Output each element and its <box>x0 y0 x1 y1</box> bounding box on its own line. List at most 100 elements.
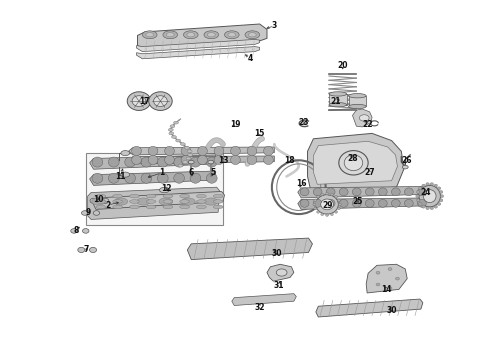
Polygon shape <box>137 46 260 59</box>
Ellipse shape <box>417 199 426 207</box>
Text: 4: 4 <box>247 54 252 63</box>
Ellipse shape <box>404 188 413 196</box>
Ellipse shape <box>248 33 256 37</box>
Text: 15: 15 <box>254 129 265 138</box>
Ellipse shape <box>180 194 190 198</box>
Ellipse shape <box>214 155 224 165</box>
Ellipse shape <box>129 200 139 203</box>
Ellipse shape <box>264 155 273 165</box>
Polygon shape <box>137 40 260 51</box>
Ellipse shape <box>157 173 168 183</box>
Polygon shape <box>316 299 423 317</box>
Ellipse shape <box>326 199 335 207</box>
Ellipse shape <box>146 194 156 198</box>
Ellipse shape <box>129 205 139 209</box>
Ellipse shape <box>108 157 119 167</box>
Ellipse shape <box>352 188 361 196</box>
Ellipse shape <box>313 199 322 207</box>
Ellipse shape <box>188 160 194 164</box>
Text: 19: 19 <box>230 120 241 129</box>
Text: 11: 11 <box>115 172 125 181</box>
Ellipse shape <box>339 199 348 207</box>
Ellipse shape <box>159 198 172 205</box>
Ellipse shape <box>337 207 340 210</box>
Ellipse shape <box>181 146 191 156</box>
Ellipse shape <box>206 173 217 183</box>
Ellipse shape <box>71 229 77 233</box>
Ellipse shape <box>141 157 152 167</box>
Polygon shape <box>90 171 216 185</box>
Ellipse shape <box>190 173 201 183</box>
Ellipse shape <box>438 187 441 190</box>
Ellipse shape <box>423 190 436 203</box>
Ellipse shape <box>207 33 215 37</box>
Ellipse shape <box>335 211 338 213</box>
Text: 18: 18 <box>284 156 294 165</box>
Ellipse shape <box>188 153 193 156</box>
Ellipse shape <box>337 199 340 202</box>
Ellipse shape <box>169 132 174 135</box>
Ellipse shape <box>326 192 329 195</box>
Ellipse shape <box>90 198 97 203</box>
Text: 5: 5 <box>211 168 216 177</box>
Text: 22: 22 <box>362 120 372 129</box>
Ellipse shape <box>125 173 135 183</box>
Ellipse shape <box>170 125 175 128</box>
Ellipse shape <box>314 207 317 210</box>
Ellipse shape <box>92 173 103 183</box>
Ellipse shape <box>132 146 142 156</box>
Ellipse shape <box>276 269 287 276</box>
Text: 7: 7 <box>83 246 89 255</box>
Ellipse shape <box>359 115 369 121</box>
Ellipse shape <box>208 160 214 164</box>
Ellipse shape <box>231 155 241 165</box>
Ellipse shape <box>392 188 400 196</box>
Ellipse shape <box>329 92 346 96</box>
Ellipse shape <box>321 193 324 196</box>
Ellipse shape <box>163 200 173 203</box>
Polygon shape <box>298 198 426 210</box>
Ellipse shape <box>129 194 139 198</box>
Ellipse shape <box>314 199 317 202</box>
Ellipse shape <box>163 205 173 209</box>
Ellipse shape <box>418 187 422 190</box>
Text: 30: 30 <box>271 249 282 258</box>
Ellipse shape <box>127 92 151 111</box>
Ellipse shape <box>392 199 400 207</box>
Text: 13: 13 <box>218 156 228 165</box>
Ellipse shape <box>247 155 257 165</box>
Ellipse shape <box>137 198 150 205</box>
Ellipse shape <box>440 190 443 193</box>
Ellipse shape <box>78 247 85 252</box>
Ellipse shape <box>329 103 346 107</box>
Ellipse shape <box>426 183 429 185</box>
Text: 3: 3 <box>271 21 277 30</box>
Ellipse shape <box>378 188 387 196</box>
Ellipse shape <box>378 199 387 207</box>
Ellipse shape <box>113 194 122 198</box>
Ellipse shape <box>321 213 324 216</box>
Text: 30: 30 <box>386 306 397 315</box>
Ellipse shape <box>96 194 106 198</box>
Ellipse shape <box>169 129 173 131</box>
Ellipse shape <box>224 31 239 39</box>
Ellipse shape <box>180 205 190 209</box>
Ellipse shape <box>187 150 192 153</box>
Ellipse shape <box>438 203 441 206</box>
Polygon shape <box>352 109 372 127</box>
Ellipse shape <box>113 205 122 209</box>
Text: 27: 27 <box>364 168 375 177</box>
Ellipse shape <box>154 96 167 107</box>
Ellipse shape <box>316 195 338 214</box>
Text: 25: 25 <box>352 197 363 206</box>
Polygon shape <box>308 134 404 192</box>
Text: 24: 24 <box>420 188 431 197</box>
Ellipse shape <box>146 200 156 203</box>
Text: 31: 31 <box>274 281 285 290</box>
Polygon shape <box>348 96 366 107</box>
Ellipse shape <box>300 199 309 207</box>
Ellipse shape <box>416 190 420 193</box>
Ellipse shape <box>143 31 157 39</box>
Ellipse shape <box>366 188 374 196</box>
Ellipse shape <box>196 200 206 203</box>
